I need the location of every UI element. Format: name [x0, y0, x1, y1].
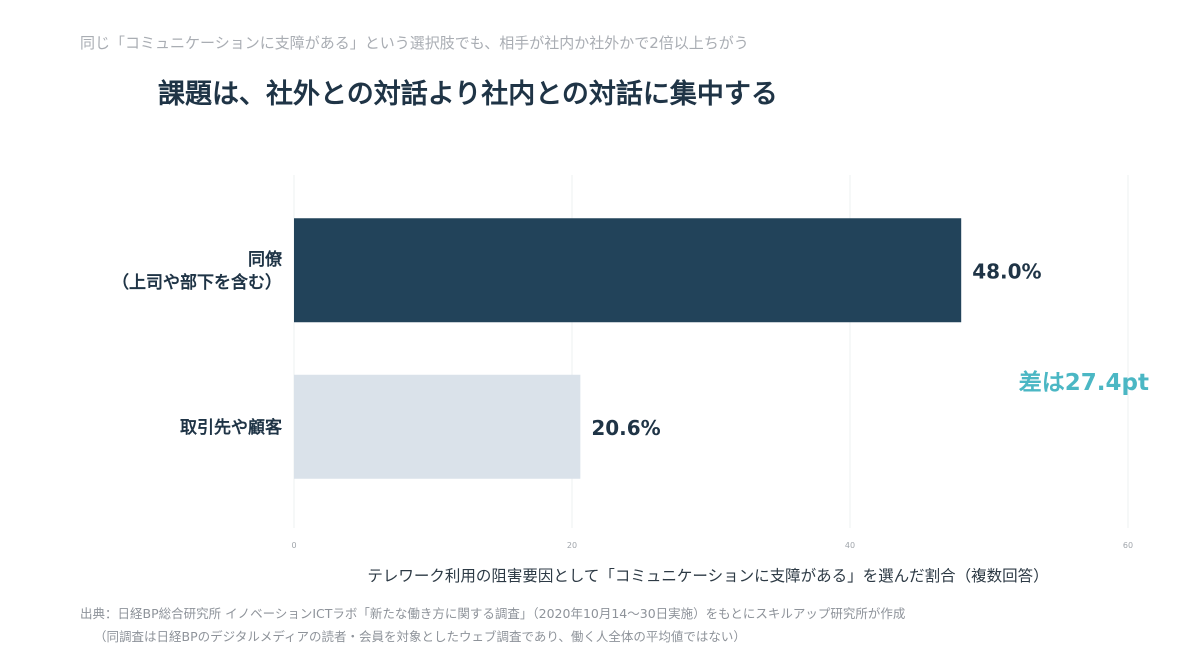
bar: [294, 218, 962, 323]
x-axis-label: テレワーク利用の阻害要因として「コミュニケーションに支障がある」を選んだ割合（複…: [367, 567, 1048, 585]
x-tick-label: 0: [291, 541, 296, 550]
category-label: 取引先や顧客: [180, 417, 283, 438]
category-label: 同僚: [248, 249, 283, 270]
survey-note: （同調査は日経BPのデジタルメディアの読者・会員を対象としたウェブ調査であり、働…: [94, 629, 746, 644]
difference-annotation: 差は27.4pt: [1019, 369, 1149, 396]
x-tick-label: 60: [1123, 541, 1133, 550]
chart-subtitle: 同じ「コミュニケーションに支障がある」という選択肢でも、相手が社内か社外かで2倍…: [80, 34, 749, 52]
chart-title: 課題は、社外との対話より社内との対話に集中する: [158, 79, 778, 110]
x-tick-label: 40: [845, 541, 855, 550]
data-label: 20.6%: [591, 416, 660, 440]
source-note: 出典：日経BP総合研究所 イノベーションICTラボ「新たな働き方に関する調査」（…: [80, 606, 906, 621]
data-label: 48.0%: [972, 259, 1041, 283]
bar: [294, 374, 581, 479]
x-tick-label: 20: [567, 541, 577, 550]
category-label: （上司や部下を含む）: [112, 272, 282, 293]
